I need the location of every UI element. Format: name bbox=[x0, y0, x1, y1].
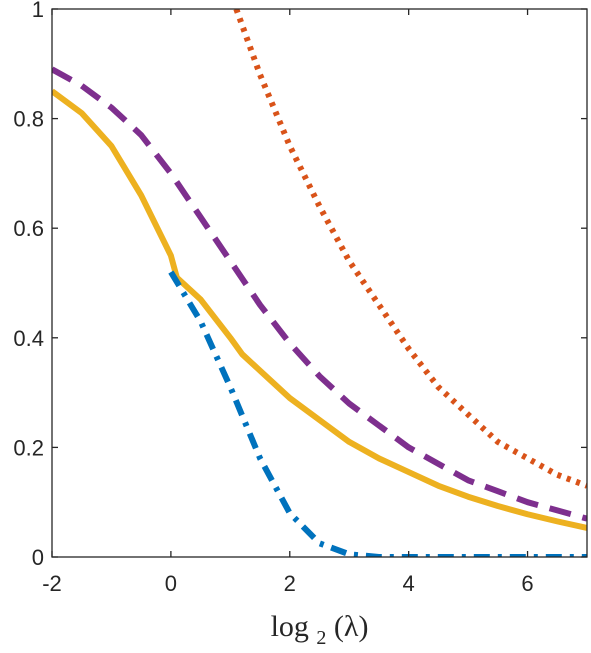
x-tick-label: 6 bbox=[521, 571, 533, 596]
series-line-dotted bbox=[233, 9, 587, 489]
y-tick-label: 1 bbox=[32, 0, 44, 22]
x-axis-label: log 2 (λ) bbox=[271, 610, 369, 648]
x-axis-label-subscript: 2 bbox=[316, 627, 326, 648]
y-tick-label: 0.2 bbox=[13, 435, 44, 460]
series-layer bbox=[52, 9, 587, 557]
y-tick-label: 0 bbox=[32, 545, 44, 570]
series-line-solid bbox=[52, 88, 587, 531]
x-tick-label: 2 bbox=[284, 571, 296, 596]
x-tick-label: 4 bbox=[403, 571, 415, 596]
plot-frame bbox=[51, 8, 588, 558]
tick-layer: -2 0 2 4 600.20.40.60.81 bbox=[13, 0, 587, 596]
y-tick-label: 0.6 bbox=[13, 216, 44, 241]
series-line-dashdot bbox=[168, 270, 587, 557]
y-tick-label: 0.4 bbox=[13, 326, 44, 351]
x-axis-label-main: log bbox=[271, 610, 309, 643]
series-line-dashed bbox=[52, 66, 587, 522]
x-tick-label: 0 bbox=[165, 571, 177, 596]
x-axis-label-argument: (λ) bbox=[334, 610, 369, 643]
x-tick-label: -2 bbox=[42, 571, 62, 596]
y-tick-label: 0.8 bbox=[13, 107, 44, 132]
